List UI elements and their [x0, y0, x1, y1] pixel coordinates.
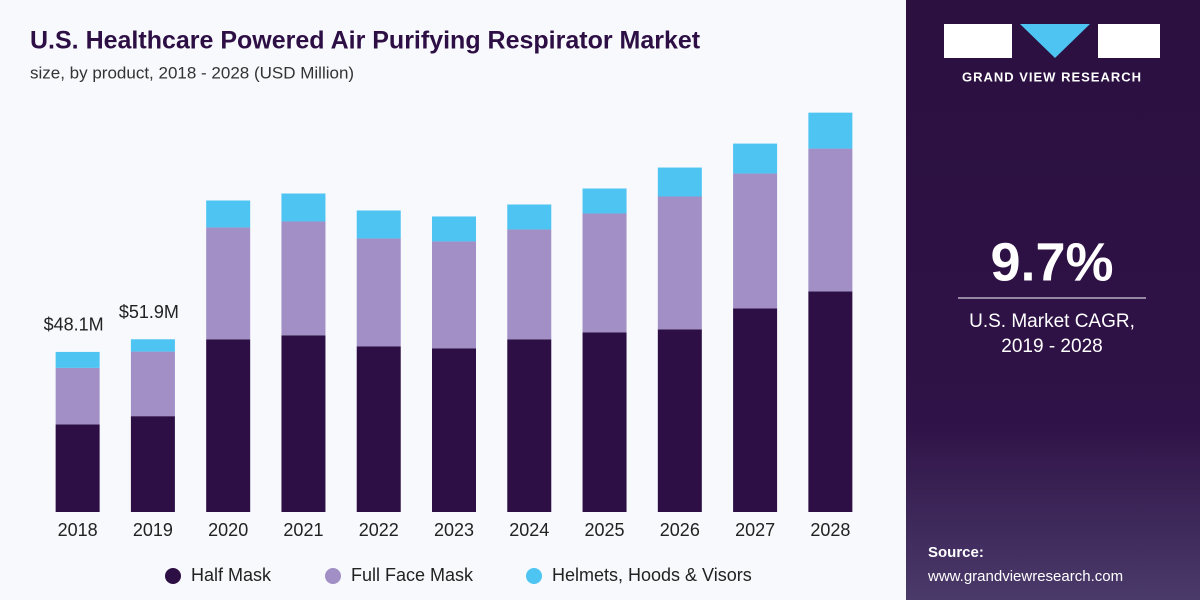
bar-segment	[206, 200, 251, 228]
bar-segment	[206, 227, 251, 340]
bar-segment	[657, 196, 702, 330]
x-tick-label: 2021	[283, 520, 323, 540]
bar-segment	[356, 210, 401, 239]
x-tick-label: 2018	[58, 520, 98, 540]
bar-segment	[281, 335, 326, 512]
cagr-label: U.S. Market CAGR,	[969, 311, 1135, 332]
logo-block	[944, 24, 1012, 58]
bar-segment	[582, 213, 627, 333]
bar-segment	[356, 238, 401, 347]
bar-segment	[582, 332, 627, 512]
cagr-period: 2019 - 2028	[1001, 336, 1102, 357]
bar-segment	[55, 424, 100, 512]
source-url: www.grandviewresearch.com	[927, 568, 1123, 585]
bar-segment	[130, 339, 175, 352]
legend-label: Helmets, Hoods & Visors	[552, 565, 752, 585]
bar-segment	[582, 188, 627, 214]
x-tick-label: 2022	[359, 520, 399, 540]
bar-segment	[657, 329, 702, 512]
bar-segment	[507, 339, 552, 512]
bar-segment	[507, 229, 552, 340]
bar-segment	[55, 351, 100, 368]
bar-segment	[130, 351, 175, 417]
x-tick-label: 2027	[735, 520, 775, 540]
logo-triangle	[1020, 24, 1090, 58]
bar-segment	[733, 143, 778, 174]
side-panel	[906, 0, 1200, 600]
bar-segment	[281, 221, 326, 336]
x-tick-label: 2019	[133, 520, 173, 540]
bar-segment	[808, 148, 853, 292]
bar-segment	[507, 204, 552, 230]
bar-segment	[733, 173, 778, 309]
cagr-value: 9.7%	[990, 232, 1113, 292]
bar-segment	[356, 346, 401, 512]
x-tick-label: 2026	[660, 520, 700, 540]
bar-segment	[281, 193, 326, 222]
bar-segment	[432, 241, 476, 349]
logo-block	[1098, 24, 1160, 58]
bar-segment	[206, 339, 251, 512]
bar-segment	[55, 367, 100, 425]
logo: GRAND VIEW RESEARCH	[944, 24, 1160, 84]
x-tick-label: 2028	[810, 520, 850, 540]
bar-segment	[432, 216, 476, 242]
source-label: Source:	[928, 544, 984, 561]
bar-segment	[657, 167, 702, 197]
legend-label: Half Mask	[191, 565, 272, 585]
x-tick-label: 2024	[509, 520, 549, 540]
legend-marker	[325, 568, 341, 584]
bar-segment	[808, 291, 853, 512]
bar-segment	[432, 348, 476, 512]
chart-subtitle: size, by product, 2018 - 2028 (USD Milli…	[30, 63, 354, 82]
x-tick-label: 2020	[208, 520, 248, 540]
bar-segment	[808, 112, 853, 149]
brand-name: GRAND VIEW RESEARCH	[962, 69, 1142, 84]
x-tick-label: 2025	[585, 520, 625, 540]
total-label: $48.1M	[44, 315, 104, 335]
bar-segment	[130, 416, 175, 512]
total-label: $51.9M	[119, 302, 179, 322]
bar-segment	[733, 308, 778, 512]
legend-label: Full Face Mask	[351, 565, 474, 585]
x-tick-label: 2023	[434, 520, 474, 540]
chart-title: U.S. Healthcare Powered Air Purifying Re…	[30, 27, 701, 55]
legend-marker	[165, 568, 181, 584]
legend-marker	[526, 568, 542, 584]
